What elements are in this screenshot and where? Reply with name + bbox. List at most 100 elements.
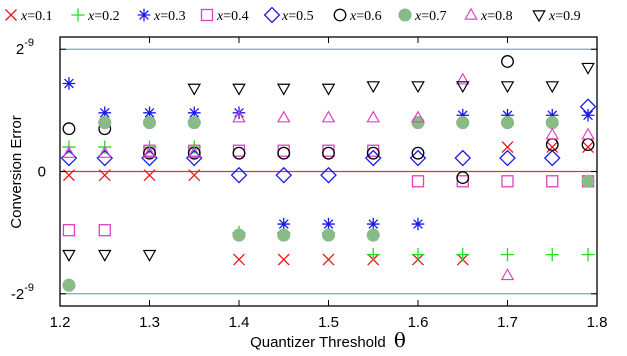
data-point xyxy=(581,108,595,122)
data-point xyxy=(411,248,425,262)
legend-item: x=0.8 xyxy=(464,7,513,24)
data-point xyxy=(411,217,425,231)
y-axis-label: Conversion Error xyxy=(8,115,25,228)
data-point xyxy=(455,72,470,85)
data-point xyxy=(232,228,246,242)
data-point xyxy=(187,106,201,120)
data-point xyxy=(545,127,560,140)
legend-marker xyxy=(5,9,17,21)
data-point xyxy=(545,248,559,262)
legend-marker xyxy=(71,8,85,22)
data-point xyxy=(322,253,335,266)
data-point xyxy=(366,228,380,242)
legend-label: x=0.2 xyxy=(87,9,120,24)
data-point xyxy=(500,248,515,262)
data-point xyxy=(366,146,380,160)
data-point xyxy=(500,81,515,94)
data-point xyxy=(581,62,595,75)
x-axis-label-text: Quantizer Threshold xyxy=(250,334,386,351)
data-point xyxy=(456,116,470,130)
data-point xyxy=(187,145,202,158)
data-point xyxy=(456,175,469,188)
legend-label: x=0.7 xyxy=(414,9,447,24)
data-point xyxy=(411,175,425,188)
data-point xyxy=(187,116,201,130)
data-point xyxy=(320,166,337,184)
data-point xyxy=(277,253,290,266)
data-point xyxy=(322,217,335,231)
data-point xyxy=(98,106,112,120)
legend-item: x=0.1 xyxy=(5,9,53,24)
x-tick-label: 1.4 xyxy=(229,314,250,331)
data-point xyxy=(276,83,291,96)
data-point xyxy=(366,217,380,231)
data-point xyxy=(276,110,291,123)
data-point xyxy=(187,83,202,96)
data-point xyxy=(500,116,515,130)
data-point xyxy=(366,110,381,123)
series-x=0.9 xyxy=(62,62,595,262)
legend-label: x=0.1 xyxy=(20,9,53,24)
data-point xyxy=(232,110,246,123)
legend-marker xyxy=(532,10,546,23)
legend-marker xyxy=(263,6,281,24)
data-point xyxy=(581,138,595,152)
data-point xyxy=(456,248,470,262)
data-point xyxy=(411,81,425,94)
series-x=0.3 xyxy=(62,77,595,231)
data-point xyxy=(143,169,156,182)
data-point xyxy=(546,175,559,188)
data-point xyxy=(545,81,560,94)
data-point xyxy=(98,169,111,182)
x-tick-label: 1.3 xyxy=(139,314,160,331)
reference-lines xyxy=(60,48,597,295)
data-point xyxy=(142,145,157,158)
legend-item: x=0.4 xyxy=(200,8,249,24)
x-tick-label: 1.8 xyxy=(587,314,608,331)
data-point xyxy=(232,146,246,160)
data-point xyxy=(277,146,291,160)
data-point xyxy=(501,108,514,122)
data-point xyxy=(581,248,595,262)
data-point xyxy=(62,249,76,262)
legend-marker xyxy=(137,8,151,22)
legend-item: x=0.5 xyxy=(263,6,314,24)
y-tick-label: -2-9 xyxy=(11,282,34,303)
data-point xyxy=(501,175,514,188)
data-point xyxy=(499,149,516,167)
x-tick-label: 1.5 xyxy=(318,314,339,331)
series-x=0.7 xyxy=(62,116,595,292)
data-point xyxy=(98,116,112,130)
data-point xyxy=(97,249,112,262)
data-point xyxy=(366,248,380,262)
data-point xyxy=(98,224,111,237)
data-point xyxy=(411,110,425,123)
data-point xyxy=(233,253,245,266)
data-point xyxy=(232,83,246,96)
legend-marker xyxy=(398,8,412,22)
data-point xyxy=(62,77,76,90)
legend-label: x=0.4 xyxy=(216,9,249,24)
x-tick-label: 1.6 xyxy=(408,314,429,331)
data-point xyxy=(62,278,76,292)
x-tick-label: 1.2 xyxy=(50,314,71,331)
y-tick-label: 2-9 xyxy=(16,37,34,58)
data-point xyxy=(62,122,76,136)
data-point xyxy=(411,146,425,160)
data-point xyxy=(581,174,595,188)
data-point xyxy=(545,108,559,122)
data-point xyxy=(579,98,597,116)
data-point xyxy=(455,81,470,94)
data-point xyxy=(62,145,76,158)
legend: x=0.1 x=0.2 x=0.3 x=0.4 x=0.5 x=0.6 x=0.7 x=0.8… xyxy=(5,6,581,24)
data-point xyxy=(188,169,201,182)
data-point xyxy=(321,228,336,242)
data-point xyxy=(546,141,559,154)
x-tick-label: 1.7 xyxy=(497,314,518,331)
data-point xyxy=(277,228,291,242)
data-point xyxy=(545,138,559,152)
data-points xyxy=(60,55,597,292)
legend-item: x=0.7 xyxy=(398,8,447,24)
data-point xyxy=(97,145,112,158)
